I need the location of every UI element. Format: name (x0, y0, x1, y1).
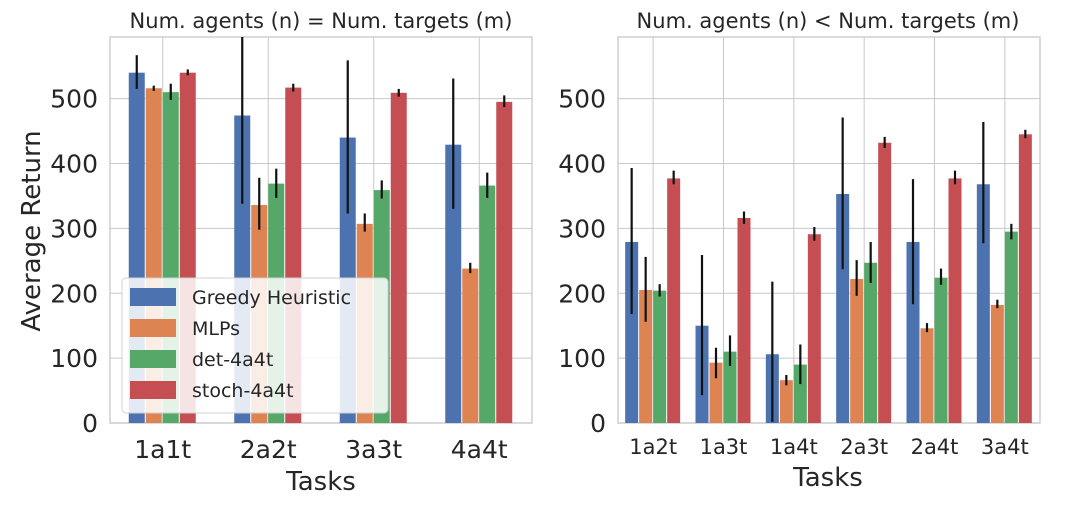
x-tick-label: 3a3t (345, 435, 402, 464)
legend-item: stoch-4a4t (130, 380, 294, 402)
bar (779, 380, 793, 423)
x-tick-label: 1a1t (134, 435, 191, 464)
chart-title: Num. agents (n) = Num. targets (m) (130, 9, 513, 33)
y-tick-label: 500 (50, 85, 98, 114)
y-tick-label: 400 (50, 150, 98, 179)
bar (479, 185, 496, 423)
series-stoch-4a4t (667, 129, 1032, 424)
y-tick-label: 400 (558, 150, 606, 179)
x-tick-label: 3a4t (981, 435, 1029, 459)
series-greedy-heuristic (625, 117, 990, 423)
y-tick-label: 500 (558, 85, 606, 114)
y-tick-label: 0 (590, 409, 606, 438)
legend-label: det-4a4t (192, 349, 273, 371)
panels: 0 100 200 300 400 500 1a1t 2a2t 3a3t 4a4t Num. age… (50, 9, 1041, 497)
x-tick-label: 1a4t (770, 435, 818, 459)
legend-frame (121, 277, 389, 414)
y-tick-label: 200 (50, 279, 98, 308)
bar (462, 268, 479, 423)
legend-item: Greedy Heuristic (130, 287, 351, 309)
x-tick-label: 1a2t (629, 435, 677, 459)
plot-area (617, 36, 1041, 424)
x-tick-label: 2a4t (911, 435, 959, 459)
bar (625, 242, 639, 423)
legend-item: det-4a4t (130, 349, 273, 371)
bar (793, 364, 807, 423)
x-tick-label: 2a3t (840, 435, 888, 459)
bar (1018, 134, 1032, 424)
x-axis-label: Tasks (792, 463, 863, 493)
bar (934, 277, 948, 423)
bar (920, 328, 934, 423)
bar (496, 101, 513, 423)
legend-swatch (130, 350, 176, 368)
bar (737, 217, 751, 423)
bar (864, 262, 878, 423)
legend-swatch (130, 381, 176, 399)
bar (445, 144, 462, 424)
bar (653, 290, 667, 423)
bar (390, 92, 407, 423)
bar (850, 278, 864, 423)
panel-1: 0 100 200 300 400 500 1a1t 2a2t 3a3t 4a4t Num. age… (50, 9, 533, 497)
legend-swatch (130, 319, 176, 337)
y-tick-label: 300 (50, 214, 98, 243)
y-tick-label: 300 (558, 214, 606, 243)
series-det-4a4t (653, 223, 1018, 423)
legend-item: MLPs (130, 318, 240, 340)
bar (807, 234, 821, 423)
y-tick-label: 100 (558, 344, 606, 373)
chart-title: Num. agents (n) < Num. targets (m) (637, 9, 1020, 33)
legend: Greedy Heuristic MLPs det-4a4t stoch-4a4t (121, 277, 389, 414)
y-tick-label: 200 (558, 279, 606, 308)
bar (709, 362, 723, 423)
bar (878, 142, 892, 423)
x-tick-label: 4a4t (451, 435, 508, 464)
bar (990, 304, 1004, 423)
x-tick-label: 2a2t (240, 435, 297, 464)
legend-label: Greedy Heuristic (192, 287, 351, 309)
bar (1004, 231, 1018, 423)
legend-swatch (130, 288, 176, 306)
y-tick-label: 100 (50, 344, 98, 373)
bar (667, 178, 681, 423)
legend-label: MLPs (192, 318, 240, 340)
series-mlps (639, 256, 1004, 423)
bar (948, 178, 962, 423)
bar (723, 351, 737, 423)
bar (906, 242, 920, 423)
bar (836, 193, 850, 423)
y-axis-label: Average Return (17, 130, 47, 331)
bar (976, 184, 990, 423)
x-axis-label: Tasks (285, 467, 356, 497)
panel-2: 0 100 200 300 400 500 1a2t 1a3t 1a4t 2a3t 2a4t 3a4t… (558, 9, 1041, 493)
y-tick-label: 0 (82, 409, 98, 438)
legend-label: stoch-4a4t (192, 380, 294, 402)
x-tick-label: 1a3t (700, 435, 748, 459)
bar (639, 290, 653, 423)
